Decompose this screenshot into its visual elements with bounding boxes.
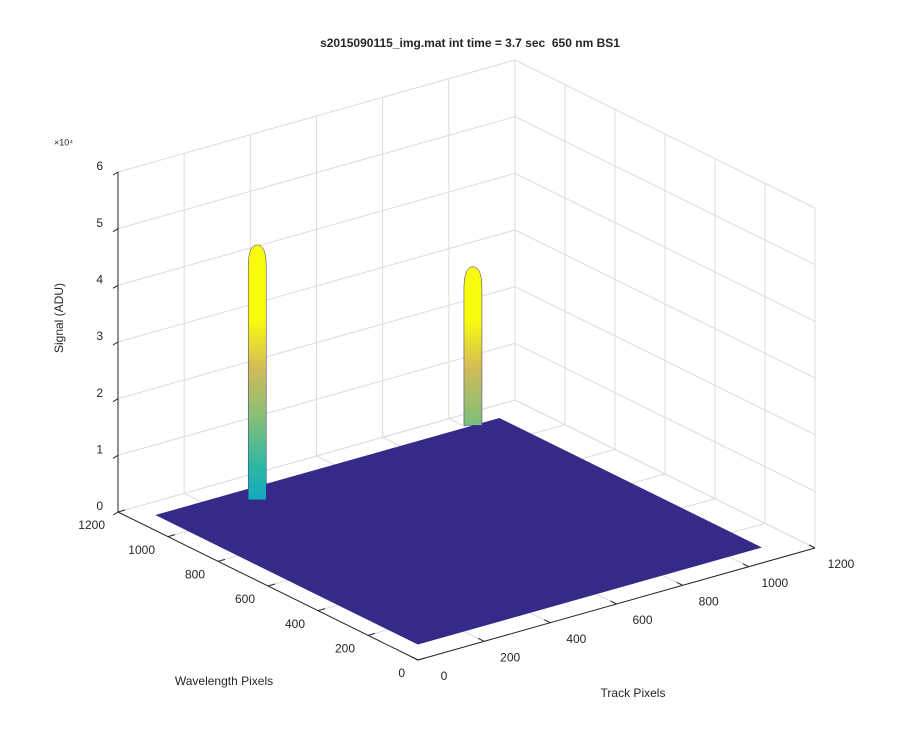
y-tick-label: 200: [335, 642, 355, 656]
x-tick-label: 200: [500, 651, 520, 665]
grid-line: [514, 286, 816, 436]
grid-line: [117, 229, 516, 343]
x-tick-label: 0: [441, 669, 448, 683]
x-tick: [676, 581, 683, 586]
z-tick: [112, 398, 119, 403]
peak: [247, 244, 267, 501]
y-axis-label: Wavelength Pixels: [175, 674, 273, 688]
grid-line: [117, 172, 516, 286]
chart-title: s2015090115_img.mat int time = 3.7 sec 6…: [320, 36, 620, 50]
surface-floor: [155, 417, 762, 645]
grid-line: [514, 399, 816, 549]
x-tick: [742, 563, 750, 568]
z-tick-label: 2: [96, 386, 103, 400]
x-tick-label: 1000: [761, 576, 788, 590]
x-tick-label: 400: [566, 632, 586, 646]
x-tick: [544, 619, 551, 624]
y-tick-label: 1200: [78, 518, 105, 532]
z-tick-label: 3: [96, 329, 103, 343]
grid-line: [117, 399, 516, 513]
z-tick-label: 5: [96, 216, 103, 230]
z-tick-label: 4: [96, 273, 103, 287]
grid-line: [117, 59, 516, 173]
y-tick: [317, 608, 326, 612]
y-tick: [167, 534, 176, 538]
z-tick-label: 1: [96, 443, 103, 457]
z-scale-label: ×10⁴: [54, 137, 73, 147]
x-axis-label: Track Pixels: [601, 686, 666, 700]
z-tick: [112, 171, 119, 176]
z-tick: [112, 228, 119, 233]
x-tick: [808, 544, 816, 549]
x-tick: [411, 656, 419, 661]
x-tick: [610, 600, 617, 605]
x-tick-label: 1200: [828, 557, 855, 571]
z-tick-label: 0: [96, 499, 103, 513]
x-tick-label: 600: [632, 613, 652, 627]
y-tick-label: 800: [185, 568, 205, 582]
grid-line: [514, 172, 816, 322]
y-tick-label: 1000: [128, 543, 155, 557]
y-tick: [417, 657, 426, 661]
grid-line: [514, 342, 816, 492]
y-tick: [367, 632, 376, 636]
y-tick-label: 400: [285, 617, 305, 631]
y-tick-label: 600: [235, 592, 255, 606]
grid-line: [117, 342, 516, 456]
x-tick: [477, 637, 485, 642]
y-tick: [117, 509, 126, 513]
z-tick: [112, 511, 119, 516]
y-tick-label: 0: [398, 666, 405, 680]
y-tick: [267, 583, 276, 587]
y-tick: [217, 558, 226, 562]
z-tick: [112, 454, 119, 459]
grid-line: [117, 116, 516, 230]
z-tick: [112, 341, 119, 346]
z-axis-label: Signal (ADU): [52, 283, 66, 353]
grid-line: [514, 59, 816, 209]
z-tick-label: 6: [96, 159, 103, 173]
grid-line: [117, 286, 516, 400]
peak: [463, 266, 483, 426]
z-tick: [112, 284, 119, 289]
grid-line: [514, 116, 816, 266]
x-tick-label: 800: [699, 595, 719, 609]
grid-line: [514, 229, 816, 379]
